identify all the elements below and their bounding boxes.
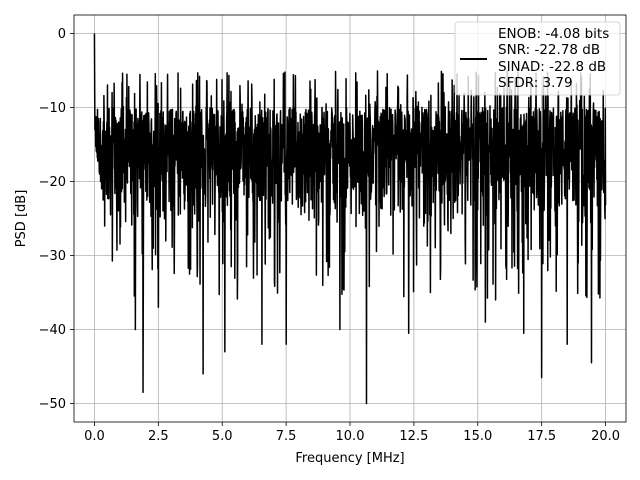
legend-entry-enob: ENOB: -4.08 bits: [498, 26, 609, 42]
x-tick-label-1: 2.5: [148, 429, 169, 444]
x-tick-label-7: 17.5: [527, 429, 556, 444]
y-axis-ticks: 0 −10 −20 −30 −40 −50: [39, 27, 74, 412]
x-tick-label-8: 20.0: [591, 429, 620, 444]
psd-series-line: [93, 33, 607, 405]
x-tick-label-4: 10.0: [336, 429, 365, 444]
y-tick-label-2: −20: [39, 175, 66, 190]
legend-box: [454, 21, 621, 96]
y-tick-label-3: −30: [39, 249, 66, 264]
y-tick-label-0: 0: [58, 27, 66, 42]
legend-entry-sfdr: SFDR: 3.79: [498, 75, 573, 91]
y-tick-label-4: −40: [39, 323, 66, 338]
x-tick-label-5: 12.5: [399, 429, 428, 444]
legend-entry-snr: SNR: -22.78 dB: [498, 42, 600, 58]
y-axis-label: PSD [dB]: [14, 190, 29, 248]
x-tick-label-6: 15.0: [463, 429, 492, 444]
legend-entry-sinad: SINAD: -22.8 dB: [498, 59, 606, 75]
y-tick-label-1: −10: [39, 101, 66, 116]
x-tick-label-2: 5.0: [212, 429, 233, 444]
x-axis-label: Frequency [MHz]: [295, 451, 404, 466]
x-tick-label-3: 7.5: [276, 429, 297, 444]
x-axis-ticks: 0.0 2.5 5.0 7.5 10.0 12.5 15.0 17.5 20.0: [84, 422, 620, 444]
legend: ENOB: -4.08 bits SNR: -22.78 dB SINAD: -…: [454, 21, 621, 96]
x-tick-label-0: 0.0: [84, 429, 105, 444]
y-tick-label-5: −50: [39, 397, 66, 412]
plot-area: [93, 33, 607, 405]
